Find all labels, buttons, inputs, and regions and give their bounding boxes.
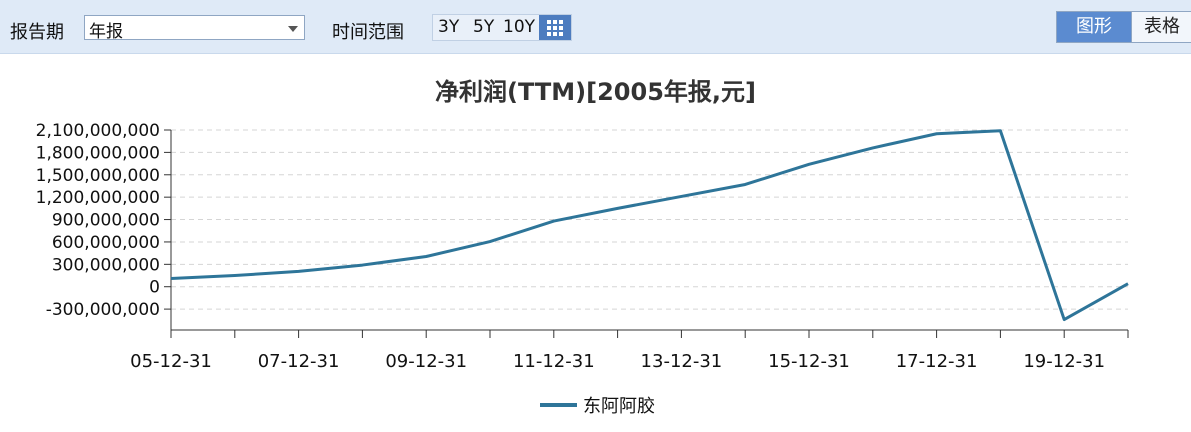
x-tick-label: 07-12-31 — [258, 351, 340, 372]
x-tick-label: 09-12-31 — [385, 351, 467, 372]
grid-icon[interactable] — [539, 15, 571, 40]
legend-label: 东阿阿胶 — [583, 396, 655, 417]
series-line — [170, 129, 1129, 322]
range-3y-button[interactable]: 3Y — [438, 17, 460, 37]
chart-view-button[interactable]: 图形 — [1056, 11, 1132, 43]
y-tick-label: 1,500,000,000 — [36, 166, 160, 186]
x-tick-label: 11-12-31 — [513, 351, 595, 372]
y-tick-label: 1,200,000,000 — [36, 188, 160, 208]
x-tick-label: 17-12-31 — [896, 351, 978, 372]
chart-title: 净利润(TTM)[2005年报,元] — [435, 78, 756, 106]
time-range-label: 时间范围 — [332, 22, 404, 43]
time-range-group: 3Y 5Y 10Y — [432, 14, 572, 41]
y-tick-label: 600,000,000 — [52, 233, 160, 253]
range-10y-button[interactable]: 10Y — [503, 17, 536, 37]
y-tick-label: 0 — [149, 278, 160, 298]
chevron-down-icon — [288, 26, 298, 32]
toolbar: 报告期 年报 时间范围 3Y 5Y 10Y 图形 表格 — [0, 0, 1191, 54]
y-tick-label: 900,000,000 — [52, 211, 160, 231]
x-tick-label: 19-12-31 — [1023, 351, 1105, 372]
x-tick-label: 15-12-31 — [768, 351, 850, 372]
range-5y-button[interactable]: 5Y — [473, 17, 495, 37]
y-tick-label: 1,800,000,000 — [36, 143, 160, 163]
y-tick-label: 2,100,000,000 — [36, 121, 160, 141]
report-period-select[interactable]: 年报 — [84, 15, 305, 42]
report-period-value: 年报 — [89, 22, 123, 42]
y-tick-label: 300,000,000 — [52, 255, 160, 275]
x-tick-label: 13-12-31 — [641, 351, 723, 372]
x-tick-label: 05-12-31 — [130, 351, 212, 372]
y-tick-label: -300,000,000 — [46, 300, 160, 320]
report-period-label: 报告期 — [10, 22, 64, 43]
table-view-button[interactable]: 表格 — [1131, 11, 1191, 43]
